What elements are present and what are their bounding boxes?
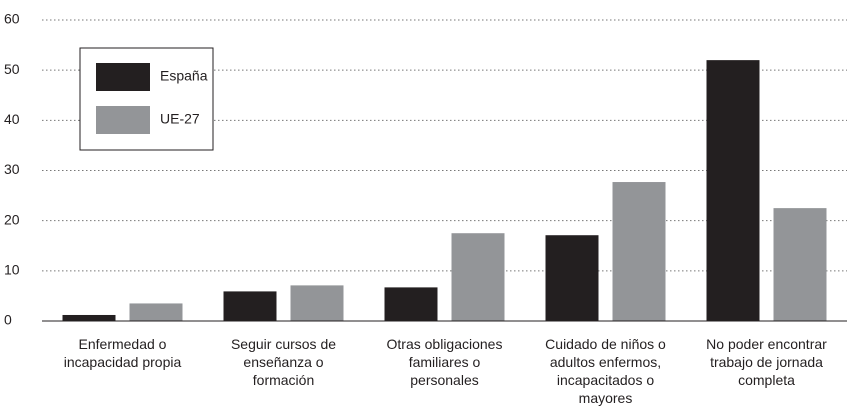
x-tick-label: Seguir cursos de enseñanza o formación — [231, 336, 336, 388]
label-line: mayores — [579, 390, 633, 406]
label-line: adultos enfermos, — [550, 354, 661, 370]
bar — [773, 208, 827, 321]
x-tick-label: No poder encontrar trabajo de jornada comp… — [706, 336, 827, 388]
legend-label: España — [160, 68, 208, 84]
y-tick-label: 40 — [4, 111, 20, 127]
legend-swatch — [96, 106, 150, 134]
bar — [62, 314, 116, 321]
bar — [290, 285, 344, 321]
label-line: familiares o — [409, 354, 481, 370]
y-tick-label: 60 — [4, 11, 20, 27]
label-line: Seguir cursos de — [231, 336, 336, 352]
y-tick-label: 0 — [4, 312, 12, 328]
y-tick-label: 20 — [4, 211, 20, 227]
label-line: formación — [253, 372, 314, 388]
x-tick-label: Otras obligaciones familiares o personales — [387, 336, 503, 388]
y-tick-label: 50 — [4, 61, 20, 77]
x-tick-label: Enfermedad o incapacidad propia — [64, 336, 182, 370]
bar — [451, 233, 505, 321]
bar — [612, 182, 666, 321]
legend-label: UE-27 — [160, 111, 200, 127]
bar — [223, 291, 277, 321]
label-line: Enfermedad o — [79, 336, 167, 352]
label-line: No poder encontrar — [706, 336, 827, 352]
bar — [129, 303, 183, 321]
label-line: trabajo de jornada — [710, 354, 823, 370]
x-tick-label: Cuidado de niños o adultos enfermos, incap… — [545, 336, 666, 406]
y-tick-label: 10 — [4, 262, 20, 278]
label-line: personales — [410, 372, 479, 388]
label-line: completa — [738, 372, 795, 388]
legend-swatch — [96, 63, 150, 91]
label-line: enseñanza o — [243, 354, 323, 370]
label-line: incapacitados o — [557, 372, 655, 388]
bar — [706, 60, 760, 322]
label-line: Otras obligaciones — [387, 336, 503, 352]
label-line: Cuidado de niños o — [545, 336, 666, 352]
bar — [545, 235, 599, 321]
y-tick-label: 30 — [4, 161, 20, 177]
label-line: incapacidad propia — [64, 354, 182, 370]
bar — [384, 287, 438, 321]
